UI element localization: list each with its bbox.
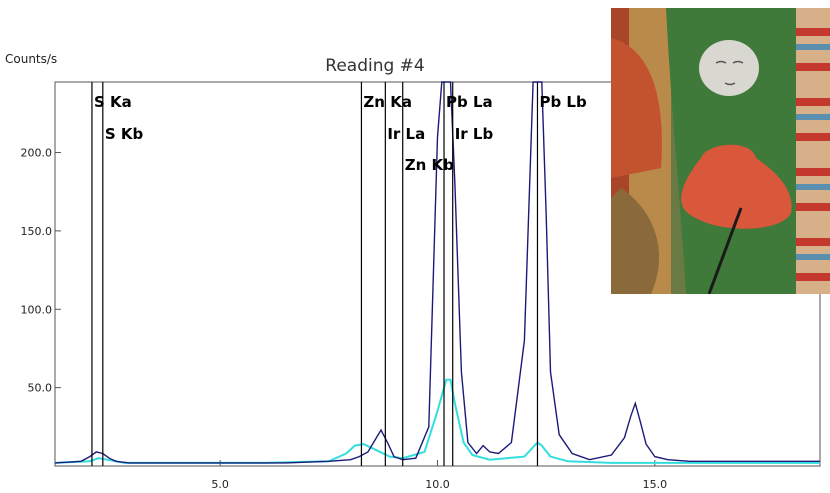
peak-lines: S Ka S Kb Zn Ka Ir La Zn Kb Pb La Ir Lb Pb Lb [91, 82, 587, 466]
painted-figure-photo-icon [611, 8, 830, 294]
peak-label: Zn Kb [405, 156, 454, 174]
y-axis-label: Counts/s [5, 52, 57, 66]
peak-label: Ir La [387, 125, 425, 143]
peak-label: Pb La [446, 93, 493, 111]
series-line-cyan [54, 378, 820, 464]
chart-title: Reading #4 [325, 56, 424, 76]
series-layer [54, 81, 820, 464]
peak-label: Pb Lb [539, 93, 587, 111]
x-tick-label: 10.0 [425, 478, 450, 491]
x-tick-label: 5.0 [211, 478, 229, 491]
peak-label: S Kb [105, 125, 144, 143]
series-line-navy [54, 81, 820, 464]
x-axis-ticks: 5.0 10.0 15.0 [211, 460, 667, 491]
y-tick-label: 50.0 [28, 382, 53, 395]
x-tick-label: 15.0 [643, 478, 668, 491]
peak-label: Zn Ka [363, 93, 412, 111]
y-tick-label: 100.0 [21, 303, 53, 316]
peak-label: Ir Lb [455, 125, 494, 143]
y-tick-label: 150.0 [21, 225, 53, 238]
peak-label: S Ka [94, 93, 132, 111]
y-tick-label: 200.0 [21, 147, 53, 160]
y-axis-ticks: 50.0 100.0 150.0 200.0 [21, 147, 61, 395]
